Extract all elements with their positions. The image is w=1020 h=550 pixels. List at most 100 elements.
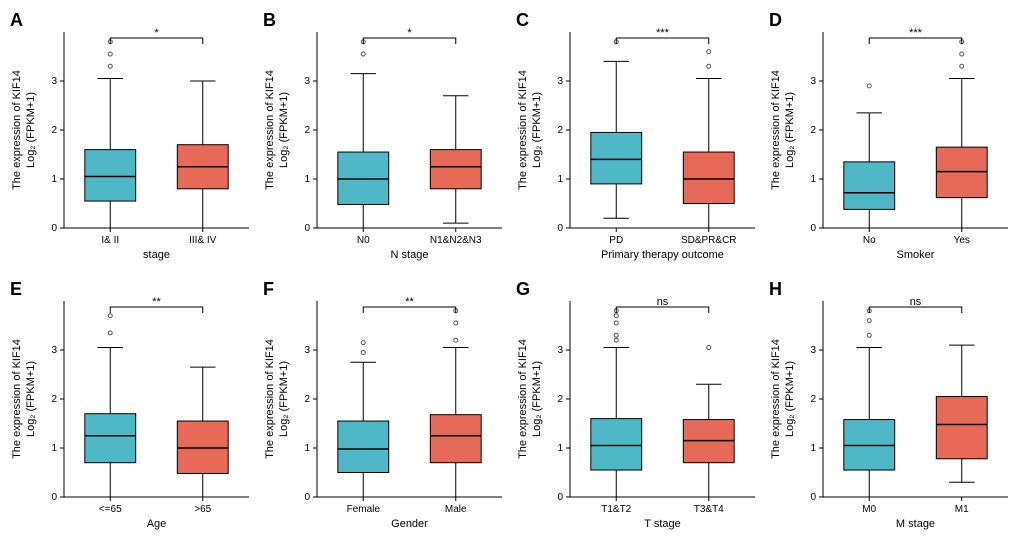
- svg-text:0: 0: [810, 492, 816, 503]
- svg-text:Log₂ (FPKM+1): Log₂ (FPKM+1): [531, 92, 543, 168]
- svg-text:SD&PR&CR: SD&PR&CR: [681, 235, 737, 246]
- panel-c: C0123The expression of KIF14Log₂ (FPKM+1…: [516, 10, 761, 271]
- svg-text:***: ***: [656, 27, 670, 39]
- svg-text:T1&T2: T1&T2: [601, 504, 631, 515]
- svg-text:3: 3: [304, 345, 310, 356]
- svg-text:The expression of KIF14: The expression of KIF14: [11, 339, 23, 459]
- svg-text:***: ***: [909, 27, 923, 39]
- svg-text:*: *: [154, 27, 159, 39]
- svg-text:M0: M0: [862, 504, 876, 515]
- svg-text:2: 2: [810, 394, 816, 405]
- svg-text:3: 3: [557, 76, 563, 87]
- svg-text:Gender: Gender: [391, 518, 428, 530]
- svg-text:3: 3: [51, 345, 57, 356]
- svg-text:The expression of KIF14: The expression of KIF14: [770, 70, 782, 190]
- svg-text:Log₂ (FPKM+1): Log₂ (FPKM+1): [25, 361, 37, 437]
- svg-text:1: 1: [304, 174, 310, 185]
- panel-e: E 0 1 2 3 The expression of KIF14Log₂ (FPKM+1…: [10, 279, 255, 540]
- panel-letter: H: [769, 279, 782, 300]
- svg-text:**: **: [152, 296, 161, 308]
- svg-text:PD: PD: [609, 235, 623, 246]
- svg-text:Log₂ (FPKM+1): Log₂ (FPKM+1): [531, 361, 543, 437]
- panel-letter: E: [10, 279, 22, 300]
- svg-text:1: 1: [304, 443, 310, 454]
- panel-d: D 0 1 2 3 The expression of KIF14Log₂ (FPKM+1…: [769, 10, 1014, 271]
- svg-text:0: 0: [51, 223, 57, 234]
- svg-text:Primary therapy outcome: Primary therapy outcome: [601, 249, 724, 261]
- svg-text:0: 0: [51, 492, 57, 503]
- svg-text:2: 2: [557, 394, 563, 405]
- svg-text:0: 0: [810, 223, 816, 234]
- svg-text:The expression of KIF14: The expression of KIF14: [517, 70, 529, 190]
- svg-text:The expression of KIF14: The expression of KIF14: [770, 339, 782, 459]
- svg-text:T stage: T stage: [644, 518, 681, 530]
- panel-b: B 0 1 2 3 The expression of KIF14Log₂ (FPKM+1…: [263, 10, 508, 271]
- svg-text:1: 1: [810, 174, 816, 185]
- svg-text:2: 2: [304, 394, 310, 405]
- svg-text:N0: N0: [357, 235, 370, 246]
- boxplot-e: 0 1 2 3 The expression of KIF14Log₂ (FPKM+1)…: [10, 279, 255, 537]
- svg-text:1: 1: [51, 174, 57, 185]
- svg-text:N stage: N stage: [391, 249, 429, 261]
- svg-text:III& IV: III& IV: [189, 235, 217, 246]
- svg-text:*: *: [407, 27, 412, 39]
- boxplot-d: 0 1 2 3 The expression of KIF14Log₂ (FPKM+1)…: [769, 10, 1014, 268]
- svg-text:The expression of KIF14: The expression of KIF14: [264, 339, 276, 459]
- boxplot-b: 0 1 2 3 The expression of KIF14Log₂ (FPKM+1)…: [263, 10, 508, 268]
- boxplot-h: 0 1 2 3 The expression of KIF14Log₂ (FPKM+1)…: [769, 279, 1014, 537]
- svg-text:Log₂ (FPKM+1): Log₂ (FPKM+1): [278, 92, 290, 168]
- boxplot-g: 0 1 2 3 The expression of KIF14Log₂ (FPKM+1)…: [516, 279, 761, 537]
- svg-text:2: 2: [51, 394, 57, 405]
- svg-text:Log₂ (FPKM+1): Log₂ (FPKM+1): [25, 92, 37, 168]
- svg-text:The expression of KIF14: The expression of KIF14: [11, 70, 23, 190]
- svg-text:N1&N2&N3: N1&N2&N3: [430, 235, 482, 246]
- svg-text:1: 1: [51, 443, 57, 454]
- boxplot-f: 0 1 2 3 The expression of KIF14Log₂ (FPKM+1)…: [263, 279, 508, 537]
- svg-text:Smoker: Smoker: [897, 249, 935, 261]
- svg-text:The expression of KIF14: The expression of KIF14: [264, 70, 276, 190]
- svg-text:0: 0: [304, 492, 310, 503]
- svg-text:Male: Male: [445, 504, 467, 515]
- svg-text:2: 2: [51, 125, 57, 136]
- svg-text:1: 1: [810, 443, 816, 454]
- svg-text:M stage: M stage: [896, 518, 935, 530]
- svg-text:0: 0: [557, 492, 563, 503]
- svg-text:>65: >65: [194, 504, 211, 515]
- svg-text:I& II: I& II: [101, 235, 119, 246]
- svg-text:Log₂ (FPKM+1): Log₂ (FPKM+1): [784, 92, 796, 168]
- svg-text:3: 3: [557, 345, 563, 356]
- svg-text:The expression of KIF14: The expression of KIF14: [517, 339, 529, 459]
- panel-letter: A: [10, 10, 23, 31]
- svg-text:3: 3: [304, 76, 310, 87]
- svg-text:Log₂ (FPKM+1): Log₂ (FPKM+1): [278, 361, 290, 437]
- svg-text:0: 0: [304, 223, 310, 234]
- panel-letter: B: [263, 10, 276, 31]
- boxplot-a: 0123The expression of KIF14Log₂ (FPKM+1)…: [10, 10, 255, 268]
- boxplot-c: 0123The expression of KIF14Log₂ (FPKM+1)…: [516, 10, 761, 268]
- svg-text:ns: ns: [910, 296, 922, 308]
- panel-letter: G: [516, 279, 530, 300]
- svg-text:T3&T4: T3&T4: [694, 504, 724, 515]
- panel-letter: C: [516, 10, 529, 31]
- svg-text:2: 2: [810, 125, 816, 136]
- svg-text:3: 3: [810, 76, 816, 87]
- panel-f: F 0 1 2 3 The expression of KIF14Log₂ (FPKM+1…: [263, 279, 508, 540]
- panel-letter: F: [263, 279, 274, 300]
- svg-text:0: 0: [557, 223, 563, 234]
- svg-text:stage: stage: [143, 249, 170, 261]
- svg-text:Yes: Yes: [954, 235, 970, 246]
- panel-g: G 0 1 2 3 The expression of KIF14Log₂ (FPKM+1…: [516, 279, 761, 540]
- panel-h: H 0 1 2 3 The expression of KIF14Log₂ (FPKM+1…: [769, 279, 1014, 540]
- svg-text:<=65: <=65: [99, 504, 122, 515]
- svg-text:Log₂ (FPKM+1): Log₂ (FPKM+1): [784, 361, 796, 437]
- svg-text:Female: Female: [347, 504, 381, 515]
- svg-text:1: 1: [557, 443, 563, 454]
- svg-text:1: 1: [557, 174, 563, 185]
- panel-letter: D: [769, 10, 782, 31]
- svg-text:No: No: [863, 235, 876, 246]
- svg-text:ns: ns: [657, 296, 669, 308]
- svg-text:Age: Age: [147, 518, 167, 530]
- svg-text:3: 3: [810, 345, 816, 356]
- svg-text:2: 2: [304, 125, 310, 136]
- svg-text:M1: M1: [955, 504, 969, 515]
